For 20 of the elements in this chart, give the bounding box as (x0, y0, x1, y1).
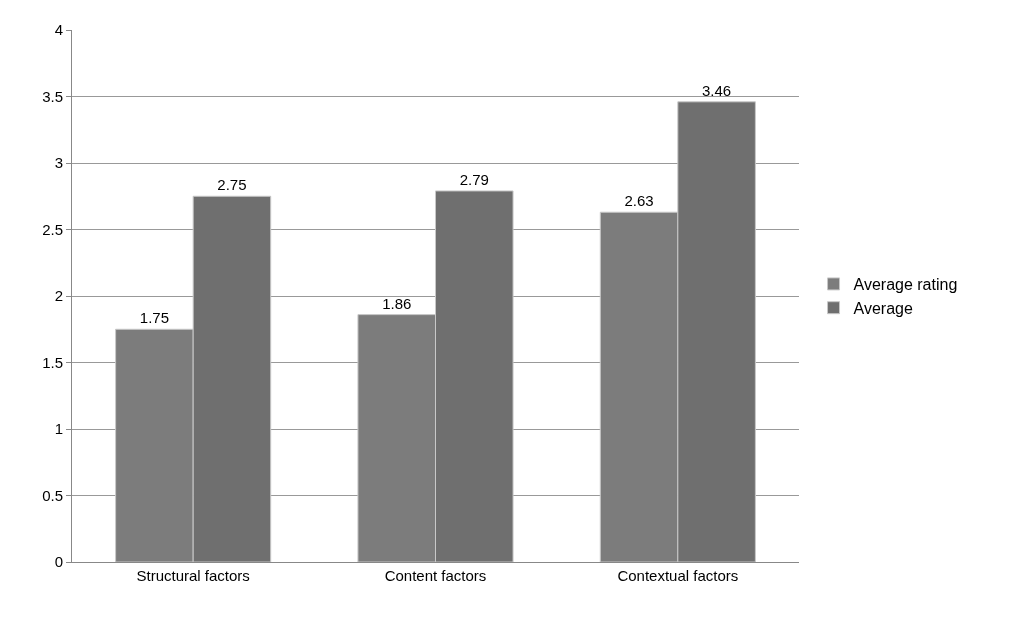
data-label: 1.86 (382, 294, 412, 312)
data-label: 1.75 (139, 309, 169, 327)
y-tick-label: 0.5 (42, 486, 63, 504)
data-label: 2.75 (217, 176, 247, 194)
x-tick-label: Contextual factors (617, 567, 739, 584)
x-tick-label: Structural factors (136, 567, 250, 584)
data-label: 2.63 (624, 192, 654, 210)
data-label: 3.46 (702, 81, 732, 99)
y-tick-label: 3 (54, 154, 63, 172)
y-tick-label: 1.5 (42, 353, 63, 371)
legend-label: Average (853, 299, 913, 317)
y-tick-label: 2 (54, 287, 63, 305)
y-tick-label: 4 (54, 21, 63, 39)
legend-label: Average rating (853, 276, 958, 294)
y-tick-label: 1 (54, 420, 63, 438)
data-label: 2.79 (459, 170, 489, 188)
y-tick-label: 3.5 (42, 87, 63, 105)
y-tick-label: 0 (54, 553, 63, 571)
x-tick-label: Content factors (384, 567, 487, 584)
y-tick-label: 2.5 (42, 220, 63, 238)
